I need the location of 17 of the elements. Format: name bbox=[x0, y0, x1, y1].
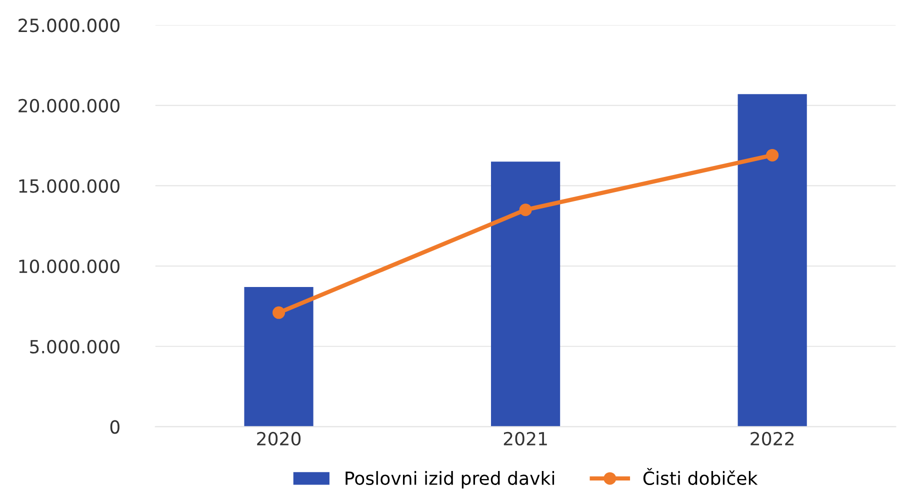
y-tick-label: 0 bbox=[110, 420, 120, 434]
bar bbox=[491, 162, 560, 427]
legend-label: Čisti dobiček bbox=[643, 468, 758, 486]
bar bbox=[244, 286, 314, 427]
bar bbox=[738, 94, 807, 427]
point bbox=[519, 204, 532, 216]
x-tick-label: 2021 bbox=[504, 432, 547, 446]
y-tick-label: 15.000.000 bbox=[19, 179, 120, 193]
x-tick-label: 2022 bbox=[750, 432, 794, 446]
x-tick-label: 2020 bbox=[257, 432, 301, 446]
point bbox=[766, 148, 779, 162]
y-tick-label: 10.000.000 bbox=[19, 260, 120, 274]
legend-label: Poslovni izid pred davki bbox=[346, 471, 554, 489]
y-tick-label: 20.000.000 bbox=[18, 98, 120, 113]
y-tick-label: 5.000.000 bbox=[30, 340, 120, 354]
point bbox=[272, 306, 286, 319]
y-tick-label: 25.000.000 bbox=[18, 18, 120, 32]
